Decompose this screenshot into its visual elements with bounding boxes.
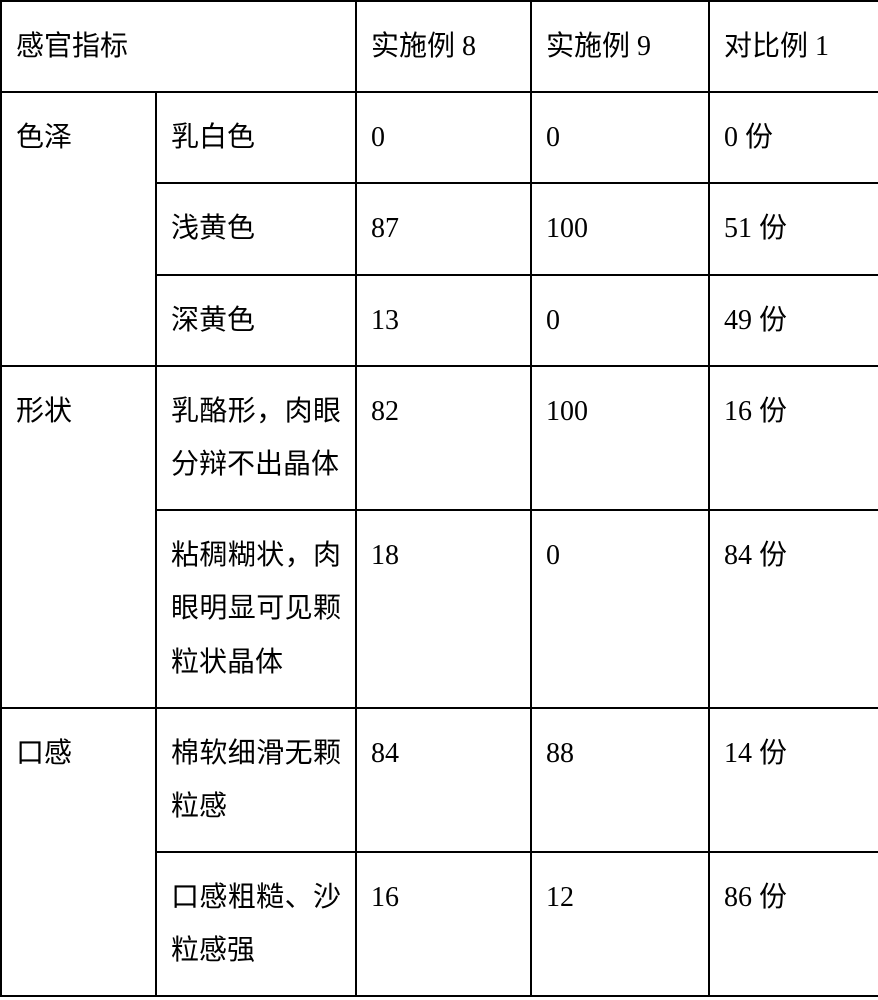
value-cmp: 49 份 (709, 275, 878, 366)
value-e9: 12 (531, 852, 709, 996)
value-cmp: 51 份 (709, 183, 878, 274)
value-e9: 0 (531, 92, 709, 183)
sensory-table-container: 感官指标 实施例 8 实施例 9 对比例 1 色泽 乳白色 0 0 0 份 浅黄… (0, 0, 878, 997)
value-e8: 0 (356, 92, 531, 183)
value-cmp: 16 份 (709, 366, 878, 510)
value-e8: 87 (356, 183, 531, 274)
header-compare1: 对比例 1 (709, 1, 878, 92)
table-row: 口感 棉软细滑无颗粒感 84 88 14 份 (1, 708, 878, 852)
category-shape: 形状 (1, 366, 156, 708)
category-taste: 口感 (1, 708, 156, 997)
value-cmp: 84 份 (709, 510, 878, 708)
attr-cell: 深黄色 (156, 275, 356, 366)
value-e8: 82 (356, 366, 531, 510)
value-e9: 100 (531, 366, 709, 510)
sensory-table: 感官指标 实施例 8 实施例 9 对比例 1 色泽 乳白色 0 0 0 份 浅黄… (0, 0, 878, 997)
attr-cell: 口感粗糙、沙粒感强 (156, 852, 356, 996)
value-cmp: 86 份 (709, 852, 878, 996)
header-indicator: 感官指标 (1, 1, 356, 92)
attr-cell: 棉软细滑无颗粒感 (156, 708, 356, 852)
value-e9: 88 (531, 708, 709, 852)
attr-cell: 乳酪形，肉眼分辩不出晶体 (156, 366, 356, 510)
attr-cell: 粘稠糊状，肉眼明显可见颗粒状晶体 (156, 510, 356, 708)
value-e9: 100 (531, 183, 709, 274)
value-e8: 18 (356, 510, 531, 708)
attr-cell: 乳白色 (156, 92, 356, 183)
header-example8: 实施例 8 (356, 1, 531, 92)
value-e9: 0 (531, 275, 709, 366)
value-e9: 0 (531, 510, 709, 708)
table-row: 形状 乳酪形，肉眼分辩不出晶体 82 100 16 份 (1, 366, 878, 510)
value-e8: 16 (356, 852, 531, 996)
category-color: 色泽 (1, 92, 156, 366)
value-e8: 13 (356, 275, 531, 366)
table-header-row: 感官指标 实施例 8 实施例 9 对比例 1 (1, 1, 878, 92)
value-cmp: 0 份 (709, 92, 878, 183)
attr-cell: 浅黄色 (156, 183, 356, 274)
value-e8: 84 (356, 708, 531, 852)
header-example9: 实施例 9 (531, 1, 709, 92)
value-cmp: 14 份 (709, 708, 878, 852)
table-row: 色泽 乳白色 0 0 0 份 (1, 92, 878, 183)
